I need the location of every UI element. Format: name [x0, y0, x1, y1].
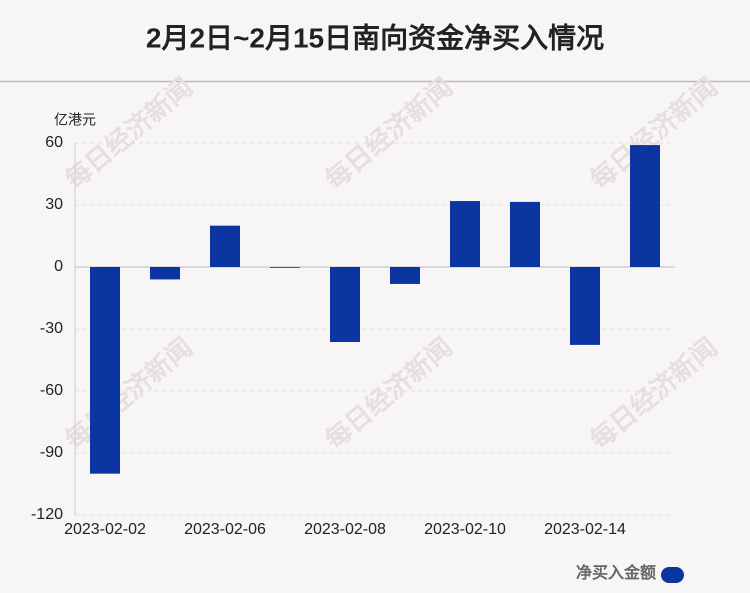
- legend-swatch: [661, 567, 684, 583]
- bar: [570, 267, 600, 345]
- bar: [450, 201, 480, 267]
- chart-title: 2月2日~2月15日南向资金净买入情况: [146, 21, 604, 53]
- y-tick-label: 30: [45, 196, 63, 213]
- y-tick-label: -60: [40, 382, 63, 399]
- bar: [630, 145, 660, 267]
- legend-label: 净买入金额: [576, 563, 656, 582]
- y-tick-label: -90: [40, 444, 63, 461]
- bar: [210, 225, 240, 267]
- y-tick-label: 0: [54, 258, 63, 275]
- y-tick-label: -30: [40, 320, 63, 337]
- bar: [330, 267, 360, 343]
- x-tick-label: 2023-02-08: [304, 521, 386, 538]
- bar: [390, 267, 420, 284]
- x-tick-label: 2023-02-10: [424, 521, 506, 538]
- x-tick-label: 2023-02-14: [544, 521, 626, 538]
- y-tick-label: 60: [45, 134, 63, 151]
- y-tick-label: -120: [31, 506, 63, 523]
- y-axis-label: 亿港元: [54, 112, 96, 128]
- bar: [270, 267, 300, 268]
- x-tick-label: 2023-02-06: [184, 521, 266, 538]
- x-tick-label: 2023-02-02: [64, 521, 146, 538]
- bar: [90, 267, 120, 474]
- bar: [510, 201, 540, 267]
- bar: [150, 267, 180, 280]
